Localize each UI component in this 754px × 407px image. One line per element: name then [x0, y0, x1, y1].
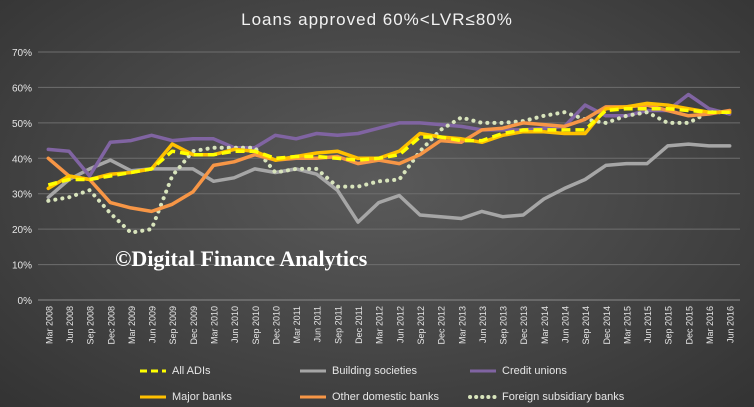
x-tick-label: Sep 2015 — [664, 306, 674, 345]
series-line-credit-unions — [46, 92, 732, 178]
x-tick-label: Mar 2016 — [705, 306, 715, 344]
legend: All ADIs Building societies Credit unions M… — [138, 362, 658, 406]
x-tick-label: Mar 2015 — [622, 306, 632, 344]
x-tick-label: Dec 2012 — [437, 306, 447, 345]
x-tick-label: Dec 2013 — [519, 306, 529, 345]
legend-item: Other domestic banks — [298, 388, 439, 406]
legend-item: Credit unions — [468, 362, 567, 380]
legend-item: Building societies — [298, 362, 417, 380]
series-line-all-adis — [47, 106, 730, 187]
y-tick-label: 60% — [12, 83, 32, 94]
x-tick-label: Dec 2014 — [602, 306, 612, 345]
x-tick-label: Mar 2014 — [540, 306, 550, 344]
y-tick-label: 20% — [12, 225, 32, 236]
x-tick-label: Jun 2011 — [313, 306, 323, 342]
x-tick-label: Jun 2013 — [478, 306, 488, 343]
y-tick-label: 10% — [12, 261, 32, 272]
x-tick-label: Mar 2009 — [127, 306, 137, 344]
x-tick-label: Mar 2013 — [457, 306, 467, 344]
series-line-foreign-subsidiary-banks — [46, 110, 732, 235]
x-tick-label: Sep 2008 — [86, 306, 96, 345]
x-tick-label: Sep 2014 — [581, 306, 591, 345]
x-tick-label: Jun 2008 — [65, 306, 75, 343]
x-tick-label: Jun 2010 — [230, 306, 240, 343]
x-tick-label: Dec 2015 — [684, 306, 694, 345]
y-tick-label: 70% — [12, 48, 32, 59]
x-tick-label: Sep 2012 — [416, 306, 426, 345]
x-tick-label: Sep 2011 — [333, 306, 343, 344]
legend-label: All ADIs — [172, 365, 211, 377]
legend-swatch — [300, 369, 326, 373]
x-tick-label: Mar 2008 — [44, 306, 54, 344]
legend-swatch — [140, 369, 166, 373]
legend-label: Major banks — [172, 391, 232, 403]
x-tick-label: Jun 2015 — [643, 306, 653, 343]
x-tick-label: Mar 2012 — [375, 306, 385, 344]
chart-title: Loans approved 60%<LVR≤80% — [241, 10, 513, 29]
watermark: ©Digital Finance Analytics — [115, 246, 368, 271]
legend-label: Building societies — [332, 365, 417, 377]
x-tick-label: Mar 2011 — [292, 306, 302, 343]
legend-item: All ADIs — [138, 362, 211, 380]
legend-swatch — [140, 395, 166, 399]
x-tick-label: Dec 2009 — [189, 306, 199, 345]
x-tick-label: Mar 2010 — [210, 306, 220, 344]
y-tick-label: 30% — [12, 190, 32, 201]
legend-label: Other domestic banks — [332, 391, 439, 403]
x-tick-label: Dec 2008 — [106, 306, 116, 345]
series-line-building-societies — [46, 142, 732, 224]
x-tick-label: Jun 2009 — [148, 306, 158, 343]
legend-label: Foreign subsidiary banks — [502, 391, 625, 403]
x-tick-label: Jun 2016 — [726, 306, 736, 343]
legend-swatch — [470, 369, 496, 373]
x-tick-label: Sep 2013 — [499, 306, 509, 345]
x-tick-label: Sep 2009 — [168, 306, 178, 345]
x-tick-label: Jun 2014 — [561, 306, 571, 343]
x-tick-label: Dec 2011 — [354, 306, 364, 344]
legend-swatch — [468, 395, 498, 399]
legend-item: Foreign subsidiary banks — [468, 388, 624, 406]
x-tick-label: Jun 2012 — [395, 306, 405, 343]
y-tick-label: 0% — [18, 296, 33, 307]
legend-label: Credit unions — [502, 365, 567, 377]
y-tick-label: 40% — [12, 154, 32, 165]
x-tick-label: Sep 2010 — [251, 306, 261, 345]
x-tick-label: Dec 2010 — [271, 306, 281, 345]
y-tick-label: 50% — [12, 119, 32, 130]
legend-item: Major banks — [138, 388, 232, 406]
legend-swatch — [300, 395, 326, 399]
